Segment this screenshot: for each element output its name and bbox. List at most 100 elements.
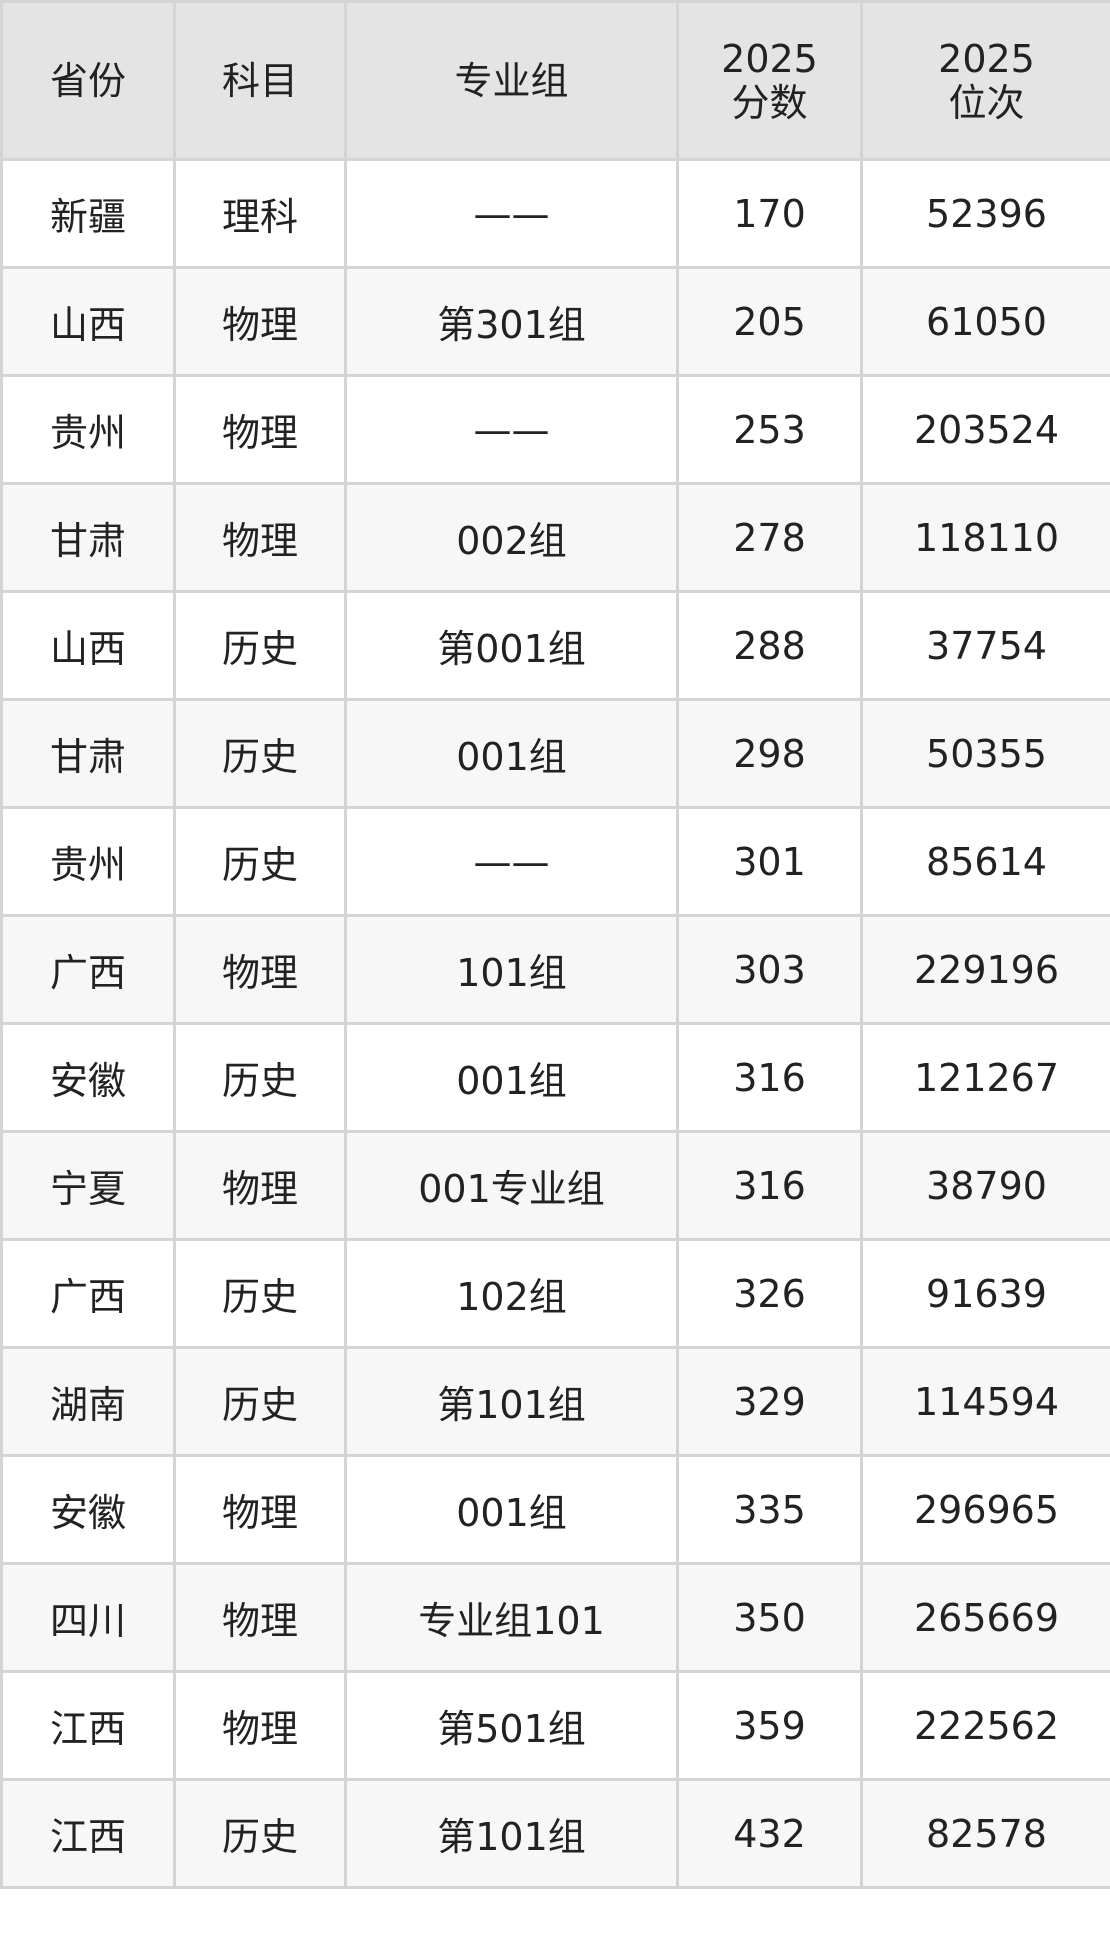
cell-score-2025: 359 [676,1670,863,1781]
cell-major-group: —— [344,806,679,917]
cell-subject: 历史 [173,1346,347,1457]
cell-major-group: —— [344,158,679,269]
header-label: 省份 [49,58,126,103]
table-row: 宁夏 物理 001专业组 316 38790 [0,1130,1110,1241]
header-label: 位次 [948,80,1025,125]
cell-major-group: 第101组 [344,1778,679,1889]
cell-province: 甘肃 [0,698,176,809]
cell-major-group: 第301组 [344,266,679,377]
cell-rank-2025: 203524 [860,374,1110,485]
table-row: 甘肃 物理 002组 278 118110 [0,482,1110,593]
cell-major-group: 101组 [344,914,679,1025]
cell-subject: 历史 [173,1778,347,1889]
cell-subject: 理科 [173,158,347,269]
cell-province: 新疆 [0,158,176,269]
cell-province: 甘肃 [0,482,176,593]
cell-province: 广西 [0,1238,176,1349]
cell-score-2025: 303 [676,914,863,1025]
header-province: 省份 [0,0,176,161]
cell-province: 贵州 [0,806,176,917]
cell-score-2025: 335 [676,1454,863,1565]
cell-major-group: 001组 [344,1454,679,1565]
cell-rank-2025: 296965 [860,1454,1110,1565]
cell-score-2025: 301 [676,806,863,917]
cell-province: 江西 [0,1670,176,1781]
cell-score-2025: 278 [676,482,863,593]
cell-score-2025: 298 [676,698,863,809]
cell-rank-2025: 265669 [860,1562,1110,1673]
header-label: 2025 [721,36,818,81]
cell-major-group: 001组 [344,1022,679,1133]
cell-major-group: 第501组 [344,1670,679,1781]
cell-rank-2025: 222562 [860,1670,1110,1781]
header-label: 专业组 [454,58,569,103]
cell-subject: 历史 [173,590,347,701]
cell-rank-2025: 85614 [860,806,1110,917]
cell-rank-2025: 91639 [860,1238,1110,1349]
cell-rank-2025: 82578 [860,1778,1110,1889]
cell-major-group: 第101组 [344,1346,679,1457]
table-row: 甘肃 历史 001组 298 50355 [0,698,1110,809]
table-row: 江西 历史 第101组 432 82578 [0,1778,1110,1889]
cell-province: 广西 [0,914,176,1025]
cell-score-2025: 316 [676,1022,863,1133]
header-rank-2025: 2025 位次 [860,0,1110,161]
cell-subject: 历史 [173,806,347,917]
cell-subject: 物理 [173,1130,347,1241]
cell-subject: 历史 [173,1238,347,1349]
cell-subject: 物理 [173,266,347,377]
header-major-group: 专业组 [344,0,679,161]
cell-rank-2025: 52396 [860,158,1110,269]
cell-province: 山西 [0,590,176,701]
cell-major-group: 001组 [344,698,679,809]
cell-subject: 物理 [173,482,347,593]
cell-score-2025: 205 [676,266,863,377]
table-row: 贵州 物理 —— 253 203524 [0,374,1110,485]
cell-subject: 物理 [173,914,347,1025]
cell-major-group: 001专业组 [344,1130,679,1241]
table-row: 广西 历史 102组 326 91639 [0,1238,1110,1349]
header-subject: 科目 [173,0,347,161]
table-row: 山西 物理 第301组 205 61050 [0,266,1110,377]
table-row: 贵州 历史 —— 301 85614 [0,806,1110,917]
cell-subject: 历史 [173,1022,347,1133]
cell-rank-2025: 38790 [860,1130,1110,1241]
cell-subject: 物理 [173,1454,347,1565]
table-row: 安徽 物理 001组 335 296965 [0,1454,1110,1565]
table-row: 山西 历史 第001组 288 37754 [0,590,1110,701]
cell-subject: 物理 [173,374,347,485]
cell-province: 宁夏 [0,1130,176,1241]
cell-rank-2025: 114594 [860,1346,1110,1457]
cell-province: 山西 [0,266,176,377]
cell-score-2025: 432 [676,1778,863,1889]
cell-subject: 物理 [173,1562,347,1673]
cell-rank-2025: 61050 [860,266,1110,377]
table-row: 四川 物理 专业组101 350 265669 [0,1562,1110,1673]
cell-rank-2025: 121267 [860,1022,1110,1133]
table-row: 安徽 历史 001组 316 121267 [0,1022,1110,1133]
header-row: 省份 科目 专业组 2025 分数 2025 位次 [0,0,1110,161]
cell-major-group: 002组 [344,482,679,593]
cell-major-group: —— [344,374,679,485]
header-label: 科目 [221,58,298,103]
cell-rank-2025: 50355 [860,698,1110,809]
cell-province: 贵州 [0,374,176,485]
header-label: 分数 [731,80,808,125]
cell-score-2025: 350 [676,1562,863,1673]
cell-subject: 历史 [173,698,347,809]
cell-subject: 物理 [173,1670,347,1781]
cell-province: 安徽 [0,1454,176,1565]
table-row: 湖南 历史 第101组 329 114594 [0,1346,1110,1457]
cell-province: 四川 [0,1562,176,1673]
cell-major-group: 专业组101 [344,1562,679,1673]
header-score-2025: 2025 分数 [676,0,863,161]
header-label: 2025 [938,36,1035,81]
cell-score-2025: 329 [676,1346,863,1457]
cell-province: 湖南 [0,1346,176,1457]
cell-score-2025: 288 [676,590,863,701]
table-row: 广西 物理 101组 303 229196 [0,914,1110,1025]
table-body: 新疆 理科 —— 170 52396 山西 物理 第301组 205 61050 贵州 物理 —— 253… [0,158,1110,1889]
cell-province: 江西 [0,1778,176,1889]
cell-score-2025: 326 [676,1238,863,1349]
cell-rank-2025: 118110 [860,482,1110,593]
